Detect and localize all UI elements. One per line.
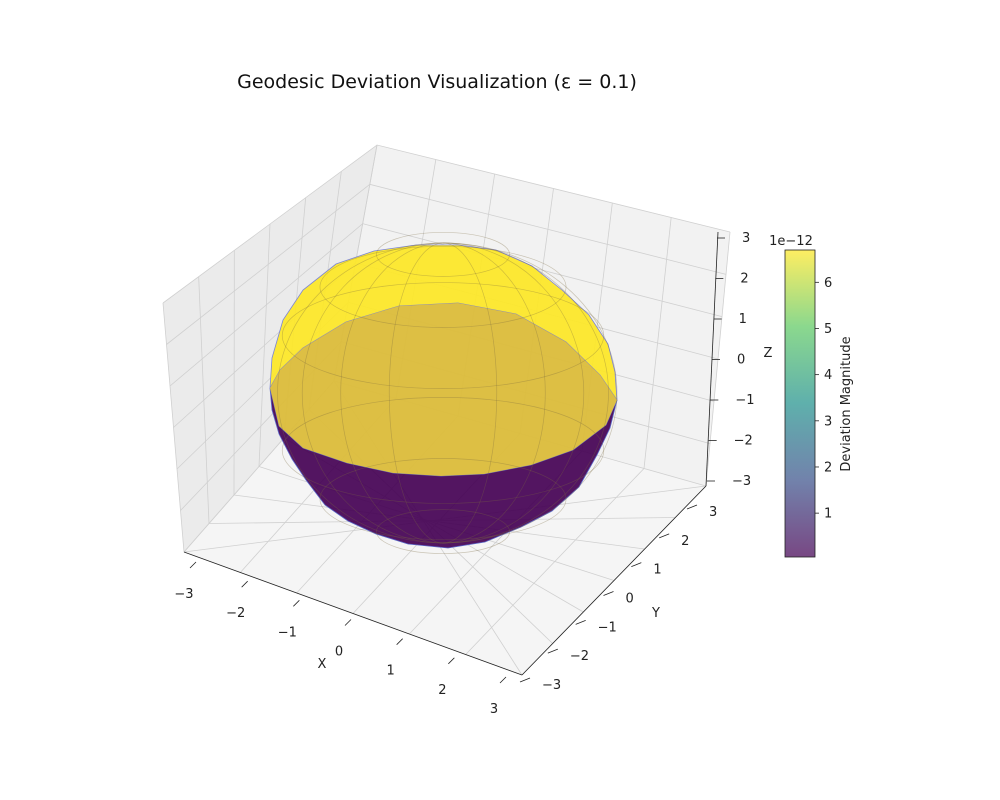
y-tick-label: −3 [542, 678, 561, 693]
tick-mark [631, 562, 642, 568]
z-tick-label: −1 [735, 393, 754, 408]
colorbar-scale-text: 1e−12 [769, 234, 813, 249]
y-axis-label: Y [651, 606, 660, 621]
z-tick-label: 1 [739, 312, 747, 327]
colorbar-tick-label: 4 [824, 368, 832, 383]
y-axis-line [521, 485, 707, 676]
y-tick-label: 0 [626, 592, 634, 607]
grid-line [465, 468, 645, 655]
tick-mark [547, 648, 558, 654]
y-tick-label: 3 [709, 505, 717, 520]
meridian-line [442, 242, 585, 544]
colorbar-label: Deviation Magnitude [839, 336, 854, 471]
parallel-line [319, 245, 567, 328]
upper-hemisphere-back [269, 244, 618, 402]
x-tick-label: 3 [490, 702, 498, 717]
grid-line [166, 183, 727, 345]
z-tick-label: −2 [734, 434, 753, 449]
grid-line [162, 302, 185, 553]
back-pane-yz [163, 145, 377, 552]
colorbar-tick-label: 6 [824, 276, 832, 291]
y-tick-label: −1 [598, 620, 617, 635]
parallel-line [376, 509, 510, 554]
upper-hemisphere-front [270, 303, 617, 476]
x-tick-label: 0 [335, 645, 343, 660]
x-axis-line [183, 551, 523, 676]
colorbar-tick-label: 3 [824, 414, 832, 429]
colorbar [784, 249, 816, 558]
x-tick-label: 1 [387, 664, 395, 679]
z-tick-label: 2 [740, 272, 748, 287]
x-tick-label: −1 [278, 625, 297, 640]
meridian-line [340, 242, 444, 544]
tick-mark [189, 561, 197, 569]
tick-mark [448, 657, 455, 665]
x-axis-ticks: −3 −2 −1 0 1 2 3 [174, 561, 507, 717]
tick-mark [293, 600, 300, 607]
z-axis-line [705, 231, 719, 487]
z-tick-label: −3 [732, 474, 751, 489]
z-tick-label: 0 [737, 353, 745, 368]
meridian-line [442, 242, 498, 544]
sphere-mesh-lines [277, 232, 618, 554]
grid-line [169, 223, 723, 387]
parallel-line [281, 282, 605, 389]
z-tick-label: 3 [742, 231, 750, 246]
parallel-line [376, 232, 510, 277]
meridian-line [442, 242, 618, 544]
y-tick-label: 2 [681, 534, 689, 549]
tick-mark [499, 676, 507, 684]
meridian-line [442, 242, 609, 544]
parallel-line [281, 397, 605, 504]
x-tick-label: 2 [438, 683, 446, 698]
chart-title: Geodesic Deviation Visualization (ε = 0.… [237, 71, 637, 93]
tick-mark [603, 591, 614, 596]
sphere-surface [269, 232, 618, 554]
tick-mark [575, 619, 586, 625]
colorbar-tick-label: 5 [824, 322, 832, 337]
grid-line [705, 231, 731, 487]
meridian-line [277, 242, 444, 544]
parallel-line [319, 458, 567, 541]
meridian-line [388, 242, 444, 544]
y-tick-label: −2 [570, 649, 589, 664]
colorbar-ticks: 1 2 3 4 5 6 [815, 276, 832, 522]
meridian-line [301, 242, 444, 544]
z-axis-ticks: −3 −2 −1 0 1 2 3 [707, 231, 755, 489]
colorbar-tick-label: 1 [824, 507, 832, 522]
x-axis-label: X [318, 657, 327, 672]
colorbar-tick-label: 2 [824, 460, 832, 475]
y-axis-ticks: −3 −2 −1 0 1 2 3 [519, 504, 717, 693]
tick-mark [344, 619, 352, 626]
tick-mark [519, 677, 531, 683]
x-tick-label: −3 [174, 587, 193, 602]
tick-mark [659, 533, 670, 539]
y-tick-label: 1 [653, 563, 661, 578]
tick-mark [241, 580, 248, 588]
tick-mark [686, 504, 698, 510]
grid-line [162, 144, 731, 304]
x-tick-label: −2 [226, 606, 245, 621]
tick-mark [396, 638, 403, 645]
meridian-line [442, 242, 546, 544]
z-axis-label: Z [764, 346, 773, 361]
